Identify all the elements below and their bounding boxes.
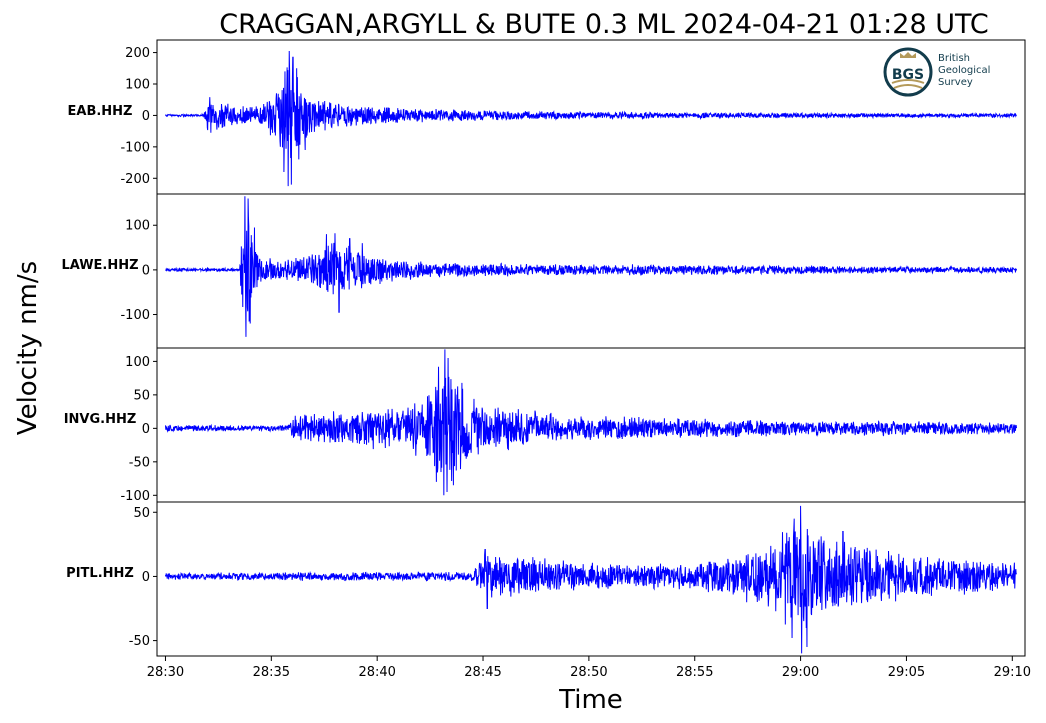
logo-text-line: British xyxy=(938,53,970,64)
y-tick-label: 0 xyxy=(142,263,150,278)
y-tick-label: 100 xyxy=(125,219,150,234)
trace-panel: INVG.HHZ 100 50 0 -50 -100 xyxy=(64,347,1026,504)
y-tick-label: -100 xyxy=(120,140,150,155)
x-tick-label: 29:05 xyxy=(888,665,925,680)
bgs-logo: BGS British Geological Survey xyxy=(883,47,990,97)
y-tick-label: -100 xyxy=(120,308,150,323)
x-tick-label: 29:00 xyxy=(782,665,819,680)
y-tick-label: 50 xyxy=(133,388,150,403)
station-label: LAWE.HHZ xyxy=(61,258,138,273)
x-tick-label: 28:35 xyxy=(253,665,290,680)
station-label: INVG.HHZ xyxy=(64,412,137,427)
station-label: PITL.HHZ xyxy=(66,566,134,581)
logo-text-line: Geological xyxy=(938,65,990,76)
logo-wave xyxy=(893,84,923,89)
trace-panel: EAB.HHZ 200 100 0 -100 -200 xyxy=(68,39,1026,195)
y-tick-label: 200 xyxy=(125,46,150,61)
trace-panels: EAB.HHZ2001000-100-200LAWE.HHZ1000-100IN… xyxy=(61,39,1026,657)
y-tick-label: 100 xyxy=(125,355,150,370)
crown-icon xyxy=(900,52,916,58)
logo-text-line: Survey xyxy=(938,77,973,88)
y-tick-label: 0 xyxy=(142,109,150,124)
x-axis: 28:30 28:35 28:40 28:45 28:50 28:55 29:00 29:05… xyxy=(147,656,1031,680)
trace-panel: LAWE.HHZ 100 0 -100 xyxy=(61,193,1026,349)
waveform-line xyxy=(164,505,1017,654)
logo-wave xyxy=(891,79,925,84)
y-tick-label: 0 xyxy=(142,570,150,585)
panel-frame xyxy=(156,501,1026,657)
waveform-line xyxy=(165,196,1018,337)
station-label: EAB.HHZ xyxy=(68,104,133,119)
x-tick-label: 28:40 xyxy=(358,665,395,680)
waveform-line xyxy=(164,349,1018,496)
y-axis-label: Velocity nm/s xyxy=(13,261,43,435)
x-tick-label: 28:50 xyxy=(570,665,607,680)
x-tick-label: 28:30 xyxy=(147,665,184,680)
y-tick-label: -100 xyxy=(120,489,150,504)
y-tick-label: -50 xyxy=(129,455,150,470)
x-axis-label: Time xyxy=(558,685,623,715)
y-tick-label: 0 xyxy=(142,422,150,437)
y-tick-label: 100 xyxy=(125,78,150,93)
x-tick-label: 28:45 xyxy=(464,665,501,680)
y-tick-label: -50 xyxy=(129,634,150,649)
logo-ring xyxy=(883,47,933,97)
y-tick-label: -200 xyxy=(120,172,150,187)
logo-abbreviation: BGS xyxy=(892,67,924,83)
trace-panel: PITL.HHZ 50 0 -50 xyxy=(66,501,1026,657)
y-tick-label: 50 xyxy=(133,506,150,521)
x-tick-label: 28:55 xyxy=(676,665,713,680)
chart-title: CRAGGAN,ARGYLL & BUTE 0.3 ML 2024-04-21 … xyxy=(219,9,989,40)
waveform-line xyxy=(165,50,1017,187)
x-tick-label: 29:10 xyxy=(994,665,1031,680)
